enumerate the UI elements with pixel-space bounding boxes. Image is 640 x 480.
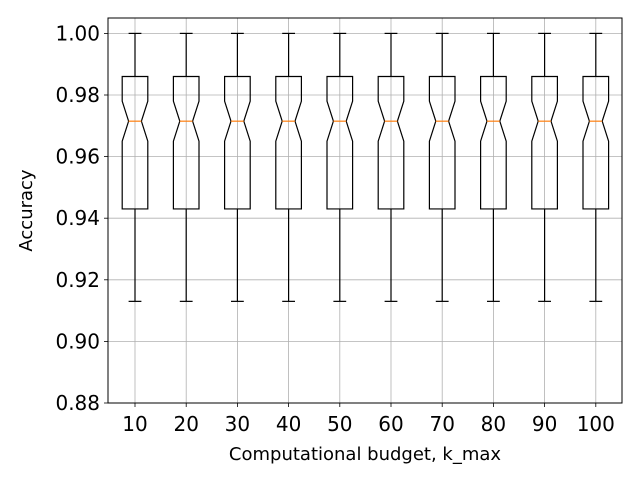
x-tick-label: 40	[276, 412, 301, 436]
notched-box	[224, 75, 251, 210]
box-10	[121, 32, 149, 302]
x-tick-label: 90	[532, 412, 557, 436]
x-tick-label: 70	[429, 412, 454, 436]
notched-box	[377, 75, 405, 210]
box-50	[326, 32, 354, 302]
box-20	[172, 32, 200, 302]
box-100	[582, 32, 610, 302]
x-tick-label: 20	[173, 412, 198, 436]
box-40	[275, 32, 302, 302]
axes-frame	[107, 17, 623, 404]
x-tick-label: 100	[577, 412, 615, 436]
x-tick-label: 50	[327, 412, 352, 436]
box-70	[428, 32, 456, 302]
box-30	[224, 32, 251, 302]
y-tick-label: 0.96	[55, 145, 100, 169]
notched-box	[531, 75, 558, 210]
y-tick-label: 0.92	[55, 268, 100, 292]
y-tick-label: 0.94	[55, 206, 100, 230]
x-axis-label: Computational budget, k_max	[229, 444, 502, 465]
x-tick-label: 10	[122, 412, 147, 436]
box-60	[377, 32, 405, 302]
notched-box	[480, 75, 507, 210]
y-tick-label: 0.90	[55, 329, 100, 353]
y-tick-label: 0.88	[55, 391, 100, 415]
box-80	[480, 32, 507, 302]
y-axis-label: Accuracy	[16, 169, 37, 252]
notched-box	[275, 75, 302, 210]
y-tick-label: 0.98	[55, 83, 100, 107]
x-tick-label: 60	[378, 412, 403, 436]
notched-box	[172, 75, 200, 210]
y-tick-label: 1.00	[55, 21, 100, 45]
boxes	[121, 32, 610, 302]
x-tick-label: 80	[481, 412, 506, 436]
notched-box	[326, 75, 354, 210]
notched-box	[121, 75, 149, 210]
box-90	[531, 32, 558, 302]
notched-box	[428, 75, 456, 210]
notched-box	[582, 75, 610, 210]
x-tick-label: 30	[225, 412, 250, 436]
ticks: 0.88 0.90 0.92 0.94 0.96 0.98 1.00 10 20 30 40 50 60…	[55, 21, 614, 436]
